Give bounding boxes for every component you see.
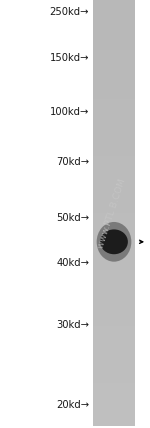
Bar [93,326,135,333]
Text: www.PTL B.COM: www.PTL B.COM [96,178,127,250]
Bar [93,21,135,28]
Bar [93,141,135,149]
Bar [93,106,135,113]
Bar [93,169,135,178]
Bar [93,98,135,107]
Bar [93,77,135,85]
Bar [93,177,135,184]
Text: 50kd→: 50kd→ [56,213,89,223]
Bar [93,233,135,241]
Bar [93,0,135,7]
Bar [93,6,135,14]
Text: 250kd→: 250kd→ [50,7,89,17]
Bar [93,297,135,305]
Bar [93,276,135,284]
Bar [93,255,135,263]
Bar [93,92,135,99]
Text: 150kd→: 150kd→ [50,53,89,63]
Text: 100kd→: 100kd→ [50,107,89,117]
Text: 40kd→: 40kd→ [56,258,89,268]
Bar [93,312,135,319]
Bar [93,283,135,291]
Bar [93,219,135,227]
Bar [93,198,135,206]
Bar [93,333,135,341]
Bar [93,418,135,426]
Bar [93,134,135,142]
Bar [93,262,135,270]
Bar [93,127,135,135]
Text: 70kd→: 70kd→ [56,157,89,167]
Ellipse shape [97,222,131,262]
Bar [93,361,135,369]
Bar [93,226,135,234]
Bar [93,84,135,92]
Text: 30kd→: 30kd→ [56,320,89,330]
Ellipse shape [100,229,128,254]
Bar [93,42,135,50]
Bar [93,290,135,298]
Bar [93,304,135,312]
Text: 20kd→: 20kd→ [56,400,89,410]
Bar [93,27,135,36]
Bar [93,347,135,355]
Bar [93,404,135,412]
Bar [93,13,135,21]
Bar [93,205,135,213]
Bar [93,120,135,128]
Bar [93,184,135,192]
Bar [93,318,135,327]
Bar [93,354,135,362]
Bar [93,340,135,348]
Bar [93,56,135,64]
Bar [93,368,135,376]
Bar [93,411,135,419]
Bar [93,241,135,248]
Bar [93,49,135,57]
Bar [93,383,135,390]
Bar [93,389,135,398]
Bar [93,212,135,220]
Bar [93,35,135,43]
Bar [93,375,135,383]
Bar [93,63,135,71]
Bar [93,191,135,199]
Bar [93,162,135,170]
Bar [93,70,135,78]
Bar [93,247,135,256]
Bar [93,269,135,277]
Bar [93,397,135,404]
Bar [93,113,135,121]
Bar [93,148,135,156]
Bar [93,155,135,163]
